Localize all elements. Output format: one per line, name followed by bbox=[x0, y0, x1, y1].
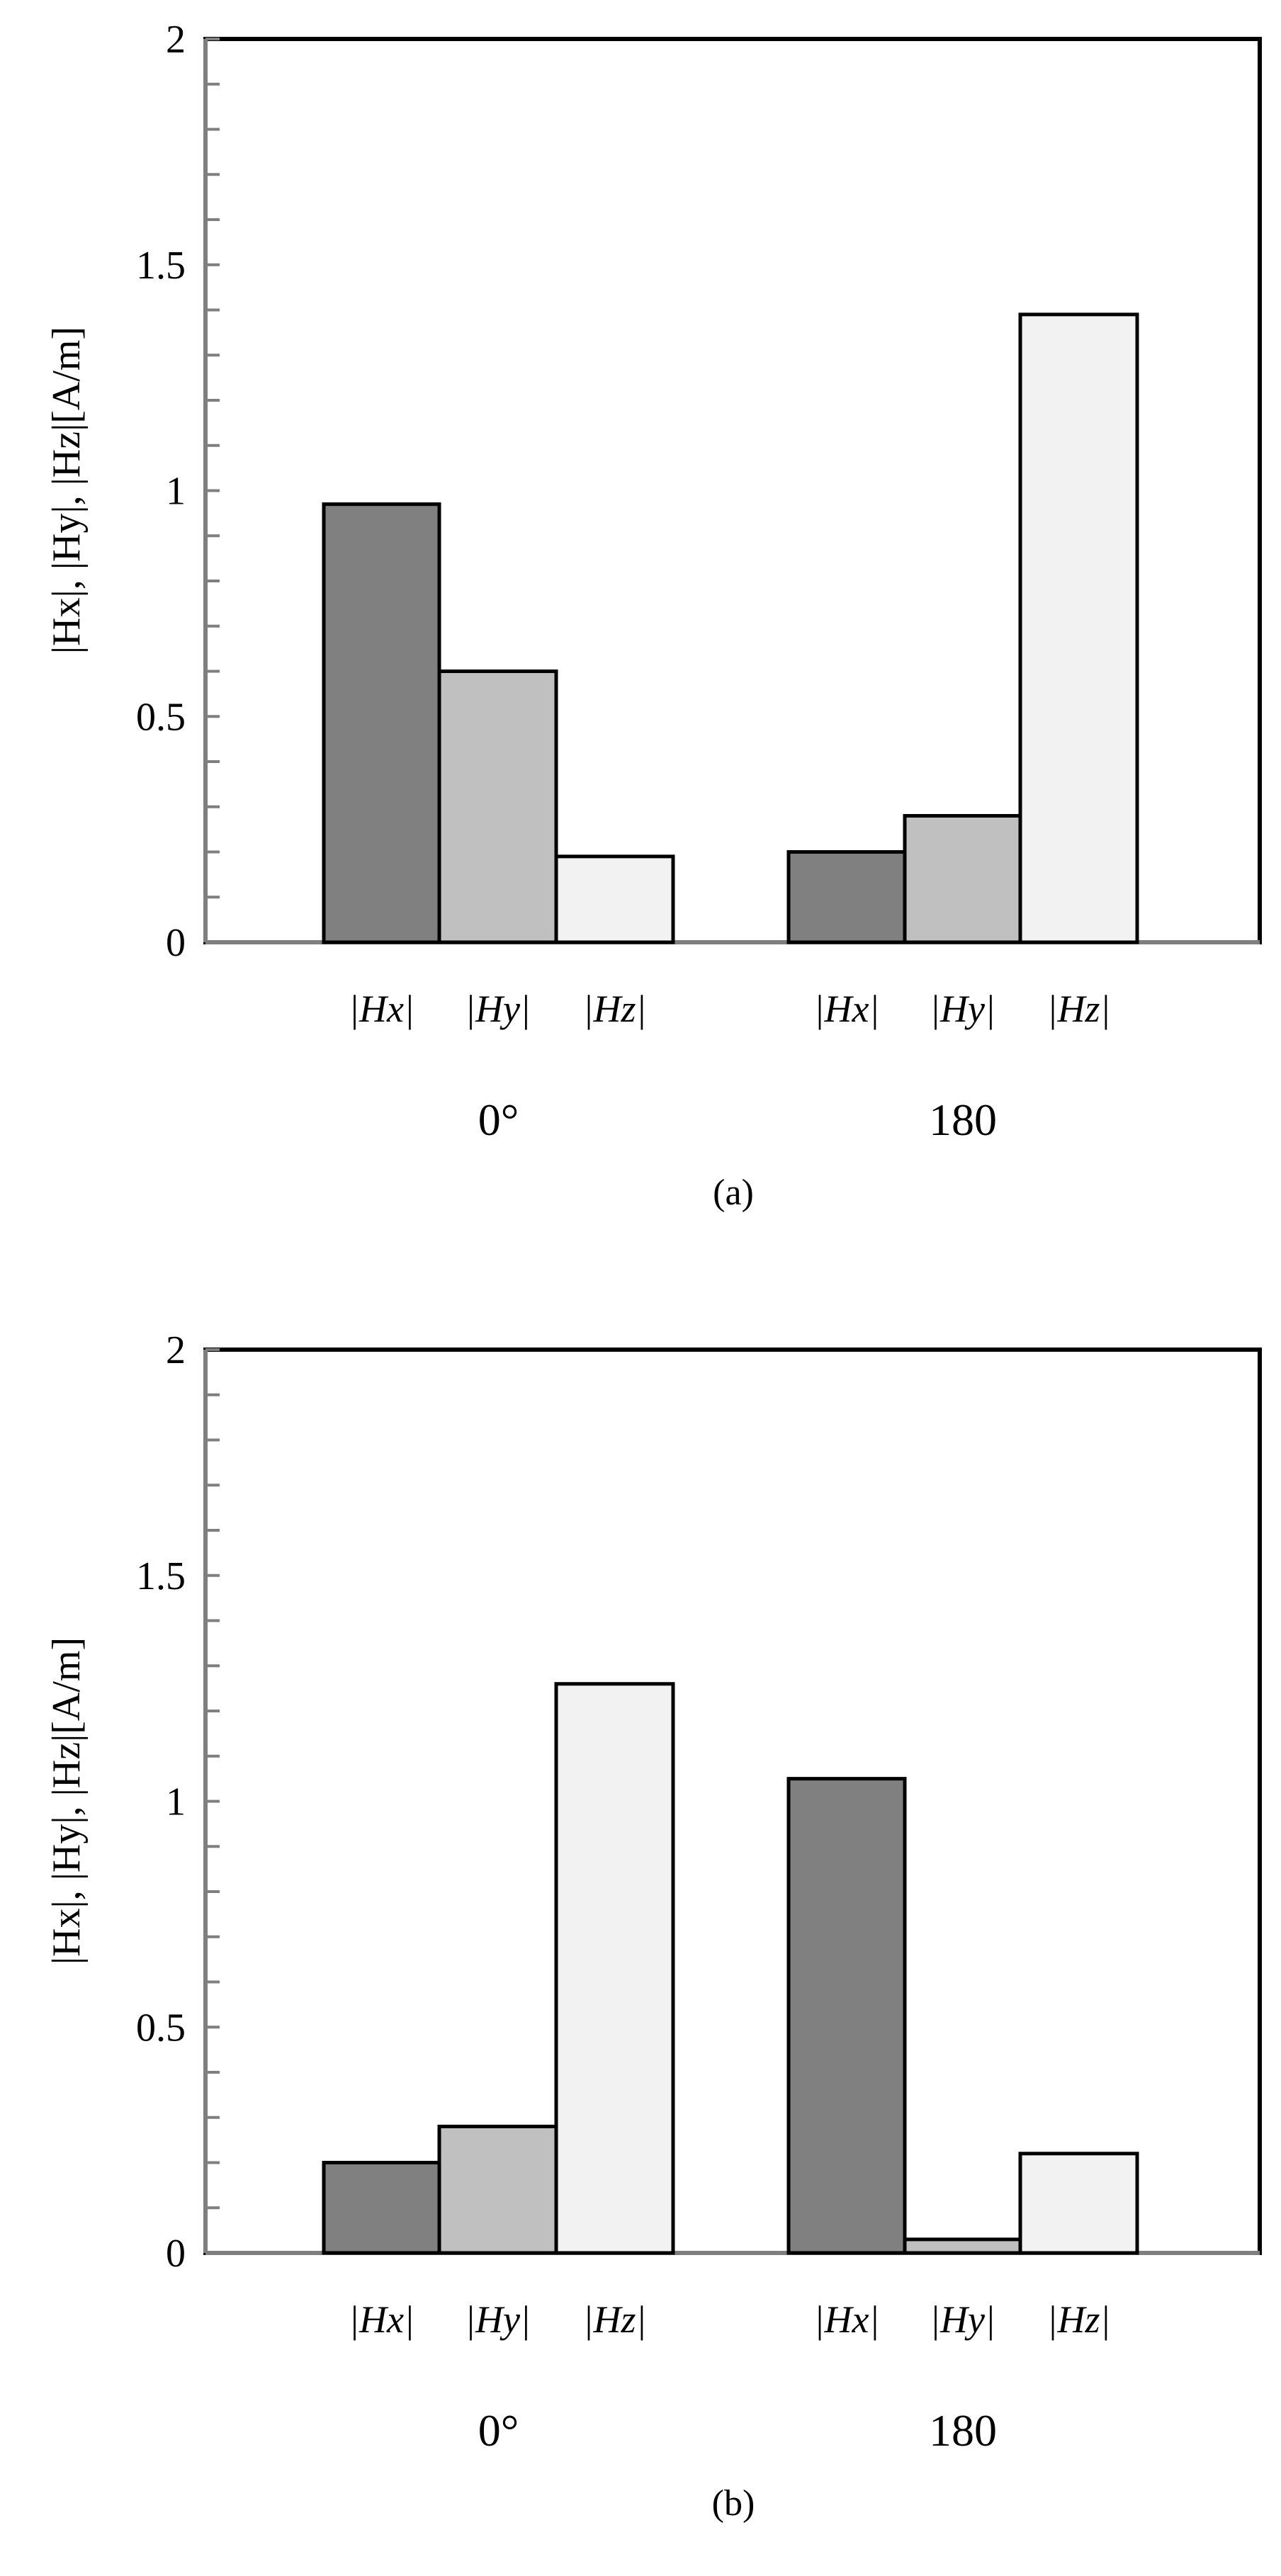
bar bbox=[437, 2125, 558, 2255]
y-tick-label: 2 bbox=[166, 18, 186, 62]
category-label: |Hx| bbox=[349, 988, 414, 1030]
bar bbox=[786, 1777, 907, 2255]
y-tick-label: 1 bbox=[166, 470, 186, 514]
y-tick-label: 1.5 bbox=[136, 1554, 186, 1598]
category-label: |Hz| bbox=[583, 988, 647, 1030]
y-axis-label: |Hx|, |Hy|, |Hz|[A/m] bbox=[45, 327, 89, 654]
bar bbox=[1018, 2152, 1139, 2255]
y-tick-label: 1 bbox=[166, 1780, 186, 1824]
bar bbox=[554, 854, 675, 944]
bar bbox=[903, 2237, 1022, 2255]
bar bbox=[322, 2161, 441, 2255]
group-label: 180 bbox=[929, 1095, 997, 1145]
y-tick-label: 1.5 bbox=[136, 244, 186, 288]
bar bbox=[1018, 312, 1139, 944]
y-tick-label: 0.5 bbox=[136, 695, 186, 739]
group-label: 180 bbox=[929, 2405, 997, 2456]
bar bbox=[554, 1682, 675, 2255]
y-axis-label: |Hx|, |Hy|, |Hz|[A/m] bbox=[45, 1637, 89, 1965]
bar bbox=[437, 670, 558, 944]
category-label: |Hx| bbox=[349, 2298, 414, 2341]
panel-caption: (b) bbox=[712, 2483, 755, 2524]
plot-frame bbox=[203, 1348, 1262, 2255]
category-label: |Hx| bbox=[814, 988, 880, 1030]
category-label: |Hz| bbox=[1047, 988, 1111, 1030]
category-label: |Hz| bbox=[1047, 2298, 1111, 2341]
chart-panel-b: 0 0.5 1 1.5 2 |Hx|, |Hy|, |Hz|[A/m] |Hx| |Hy| |H… bbox=[45, 1328, 1262, 2524]
y-tick-label: 0.5 bbox=[136, 2006, 186, 2050]
category-label: |Hx| bbox=[814, 2298, 880, 2341]
category-label: |Hz| bbox=[583, 2298, 647, 2341]
group-label: 0° bbox=[478, 1095, 519, 1145]
chart-panel-a: 0 0.5 1 1.5 2 |Hx|, |Hy|, |Hz|[A/m] |Hx| |Hy| |H… bbox=[45, 18, 1262, 1213]
y-tick-label: 2 bbox=[166, 1328, 186, 1372]
y-tick-label: 0 bbox=[166, 2232, 186, 2276]
group-label: 0° bbox=[478, 2405, 519, 2456]
category-label: |Hy| bbox=[930, 988, 995, 1030]
bar bbox=[786, 850, 907, 944]
panel-caption: (a) bbox=[713, 1173, 754, 1213]
category-label: |Hy| bbox=[465, 988, 531, 1030]
y-tick-label: 0 bbox=[166, 921, 186, 965]
bar bbox=[322, 502, 441, 944]
category-label: |Hy| bbox=[465, 2298, 531, 2341]
category-label: |Hy| bbox=[930, 2298, 995, 2341]
bar bbox=[903, 814, 1022, 944]
